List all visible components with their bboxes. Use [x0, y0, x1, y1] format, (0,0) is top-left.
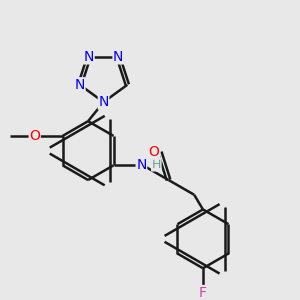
Text: O: O	[29, 129, 40, 143]
Text: N: N	[136, 158, 147, 172]
Text: N: N	[113, 50, 123, 64]
Text: O: O	[149, 145, 160, 159]
Text: F: F	[199, 286, 207, 300]
Text: N: N	[75, 78, 85, 92]
Text: H: H	[152, 158, 161, 171]
Text: N: N	[84, 50, 94, 64]
Text: N: N	[98, 95, 109, 109]
